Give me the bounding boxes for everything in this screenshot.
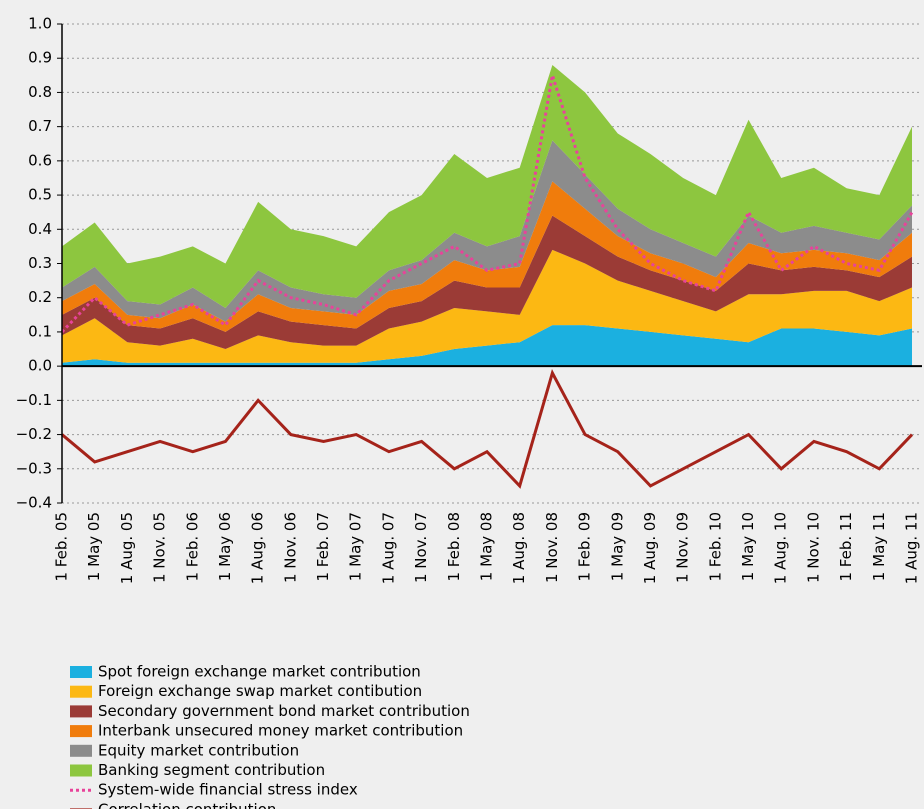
x-tick-label: 1 Aug. 05 [118,512,136,584]
x-tick-label: 1 Aug. 09 [641,512,659,584]
x-tick-label: 1 Feb. 08 [445,512,463,582]
legend-label: System-wide financial stress index [98,781,358,799]
y-tick-label: 0.1 [28,322,52,340]
y-tick-label: 0.0 [28,357,52,375]
x-tick-label: 1 Nov. 09 [674,512,692,583]
x-tick-label: 1 Feb. 07 [314,512,332,582]
legend-swatch [70,744,92,757]
x-tick-label: 1 Nov. 07 [412,512,430,583]
x-tick-label: 1 Aug. 08 [510,512,528,584]
legend-label: Correlation contribution [98,800,276,809]
x-tick-label: 1 Nov. 10 [804,512,822,583]
legend-swatch [70,725,92,738]
x-tick-label: 1 Feb. 10 [706,512,724,582]
y-tick-label: −0.4 [16,494,52,512]
stacked-area [62,249,912,363]
x-tick-label: 1 Aug. 07 [379,512,397,584]
x-tick-label: 1 May 10 [739,512,757,581]
legend-label: Interbank unsecured money market contrib… [98,722,463,740]
y-tick-label: −0.1 [16,391,52,409]
stacked-area [62,215,912,350]
legend-swatch [70,685,92,698]
x-tick-label: 1 Feb. 05 [53,512,71,582]
legend-label: Foreign exchange swap market contibution [98,682,422,700]
x-tick-label: 1 Feb. 11 [837,512,855,582]
x-tick-label: 1 Aug. 10 [772,512,790,584]
legend-label: Secondary government bond market contrib… [98,702,470,720]
x-tick-label: 1 May 05 [85,512,103,581]
x-tick-label: 1 May 08 [478,512,496,581]
y-tick-label: −0.2 [16,425,52,443]
legend-swatch [70,764,92,777]
x-tick-label: 1 Aug. 06 [249,512,267,584]
y-tick-label: 0.8 [28,83,52,101]
x-tick-label: 1 May 06 [216,512,234,581]
y-tick-label: 0.9 [28,49,52,67]
x-tick-label: 1 Aug. 11 [903,512,921,584]
y-tick-label: 0.2 [28,288,52,306]
legend-swatch [70,666,92,678]
x-tick-label: 1 Nov. 05 [151,512,169,583]
x-tick-label: 1 Nov. 06 [281,512,299,583]
x-tick-label: 1 May 07 [347,512,365,581]
y-tick-label: 0.5 [28,186,52,204]
x-tick-label: 1 May 11 [870,512,888,581]
x-tick-label: 1 Feb. 09 [576,512,594,582]
y-tick-label: 0.4 [28,220,52,238]
y-tick-label: 0.7 [28,117,52,135]
x-tick-label: 1 Nov. 08 [543,512,561,583]
y-tick-label: −0.3 [16,459,52,477]
legend-label: Equity market contribution [98,741,299,759]
legend-swatch [70,705,92,718]
stacked-area [62,140,912,322]
x-tick-label: 1 Feb. 06 [183,512,201,582]
y-tick-label: 0.6 [28,151,52,169]
line [60,74,914,333]
stacked-area [62,65,912,308]
y-tick-label: 0.3 [28,254,52,272]
line [61,369,914,489]
stacked-area [62,181,912,332]
x-tick-label: 1 May 09 [608,512,626,581]
legend-label: Spot foreign exchange market contributio… [98,663,421,681]
y-tick-label: 1.0 [28,15,52,33]
legend-label: Banking segment contribution [98,761,325,779]
